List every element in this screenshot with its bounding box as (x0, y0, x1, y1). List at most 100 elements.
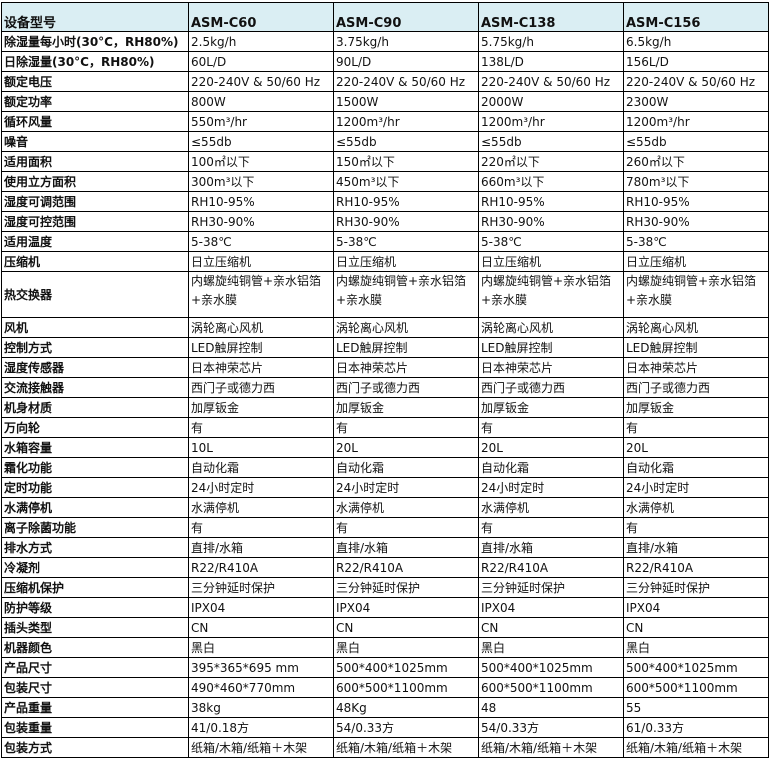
cell-value: 220-240V & 50/60 Hz (478, 71, 624, 92)
table-row: 压缩机 日立压缩机 日立压缩机 日立压缩机 日立压缩机 (1, 251, 769, 272)
table-row: 包装重量 41/0.18方 54/0.33方 54/0.33方 61/0.33方 (1, 717, 769, 738)
row-label: 机身材质 (1, 397, 189, 418)
row-label: 湿度可调范围 (1, 191, 189, 212)
cell-value: 有 (333, 417, 479, 438)
cell-value: 3.75kg/h (333, 31, 479, 52)
cell-value: 水满停机 (333, 497, 479, 518)
cell-value: 38kg (188, 697, 334, 718)
table-row: 包装尺寸 490*460*770mm 600*500*1100mm 600*500*1… (1, 677, 769, 698)
table-row: 水箱容量 10L 20L 20L 20L (1, 437, 769, 458)
cell-value: IPX04 (188, 597, 334, 618)
cell-value: 西门子或德力西 (623, 377, 769, 398)
cell-value: RH10-95% (188, 191, 334, 212)
cell-value: 54/0.33方 (478, 717, 624, 738)
cell-value: 日本神荣芯片 (478, 357, 624, 378)
row-label: 包装重量 (1, 717, 189, 738)
row-label: 压缩机保护 (1, 577, 189, 598)
table-row: 控制方式 LED触屏控制 LED触屏控制 LED触屏控制 LED触屏控制 (1, 337, 769, 358)
cell-value: 10L (188, 437, 334, 458)
table-row: 机器颜色 黑白 黑白 黑白 黑白 (1, 637, 769, 658)
row-label: 离子除菌功能 (1, 517, 189, 538)
cell-value: R22/R410A (333, 557, 479, 578)
header-row: 设备型号 ASM-C60 ASM-C90 ASM-C138 ASM-C156 (1, 2, 769, 32)
row-label: 热交换器 (1, 271, 189, 318)
cell-value: 20L (478, 437, 624, 458)
cell-value: 内螺旋纯铜管+亲水铝箔+亲水膜 (333, 271, 479, 318)
cell-value: ≤55db (333, 131, 479, 152)
cell-value: LED触屏控制 (623, 337, 769, 358)
row-label: 适用面积 (1, 151, 189, 172)
cell-value: 300m³以下 (188, 171, 334, 192)
cell-value: 内螺旋纯铜管+亲水铝箔+亲水膜 (478, 271, 624, 318)
cell-value: 100㎡以下 (188, 151, 334, 172)
cell-value: IPX04 (478, 597, 624, 618)
cell-value: 90L/D (333, 51, 479, 72)
row-label: 插头类型 (1, 617, 189, 638)
row-label: 风机 (1, 317, 189, 338)
cell-value: 48 (478, 697, 624, 718)
cell-value: 西门子或德力西 (478, 377, 624, 398)
cell-value: 600*500*1100mm (478, 677, 624, 698)
cell-value: IPX04 (623, 597, 769, 618)
table-row: 插头类型 CN CN CN CN (1, 617, 769, 638)
row-label: 定时功能 (1, 477, 189, 498)
cell-value: 内螺旋纯铜管+亲水铝箔+亲水膜 (623, 271, 769, 318)
table-row: 循环风量 550m³/hr 1200m³/hr 1200m³/hr 1200m³/hr (1, 111, 769, 132)
cell-value: 涡轮离心风机 (478, 317, 624, 338)
cell-value: 55 (623, 697, 769, 718)
cell-value: 220-240V & 50/60 Hz (623, 71, 769, 92)
cell-value: 自动化霜 (623, 457, 769, 478)
cell-value: R22/R410A (478, 557, 624, 578)
cell-value: 2300W (623, 91, 769, 112)
cell-value: 48Kg (333, 697, 479, 718)
cell-value: ASM-C156 (623, 2, 769, 32)
cell-value: R22/R410A (188, 557, 334, 578)
cell-value: 1200m³/hr (333, 111, 479, 132)
cell-value: 24小时定时 (478, 477, 624, 498)
cell-value: 5-38℃ (623, 231, 769, 252)
cell-value: 220㎡以下 (478, 151, 624, 172)
cell-value: 日立压缩机 (333, 251, 479, 272)
cell-value: 20L (333, 437, 479, 458)
cell-value: 450m³以下 (333, 171, 479, 192)
cell-value: 水满停机 (188, 497, 334, 518)
cell-value: 24小时定时 (623, 477, 769, 498)
table-row: 额定电压 220-240V & 50/60 Hz 220-240V & 50/60 … (1, 71, 769, 92)
cell-value: 三分钟延时保护 (188, 577, 334, 598)
row-label: 噪音 (1, 131, 189, 152)
cell-value: 三分钟延时保护 (478, 577, 624, 598)
cell-value: 有 (623, 517, 769, 538)
table-row: 交流接触器 西门子或德力西 西门子或德力西 西门子或德力西 西门子或德力西 (1, 377, 769, 398)
cell-value: 24小时定时 (333, 477, 479, 498)
cell-value: 5-38℃ (478, 231, 624, 252)
cell-value: 41/0.18方 (188, 717, 334, 738)
cell-value: RH30-90% (188, 211, 334, 232)
cell-value: 660m³以下 (478, 171, 624, 192)
cell-value: R22/R410A (623, 557, 769, 578)
cell-value: RH10-95% (478, 191, 624, 212)
table-row: 包装方式 纸箱/木箱/纸箱＋木架 纸箱/木箱/纸箱＋木架 纸箱/木箱/纸箱＋木架 纸箱/… (1, 737, 769, 758)
row-label: 使用立方面积 (1, 171, 189, 192)
table-row: 离子除菌功能有有有有 (1, 517, 769, 538)
cell-value: 西门子或德力西 (333, 377, 479, 398)
row-label: 湿度可控范围 (1, 211, 189, 232)
cell-value: 260㎡以下 (623, 151, 769, 172)
cell-value: 纸箱/木箱/纸箱＋木架 (478, 737, 624, 758)
cell-value: 日立压缩机 (188, 251, 334, 272)
cell-value: 1200m³/hr (623, 111, 769, 132)
table-row: 水满停机 水满停机 水满停机 水满停机 水满停机 (1, 497, 769, 518)
cell-value: 纸箱/木箱/纸箱＋木架 (333, 737, 479, 758)
cell-value: 1500W (333, 91, 479, 112)
row-label: 产品尺寸 (1, 657, 189, 678)
cell-value: 5.75kg/h (478, 31, 624, 52)
table-row: 噪音 ≤55db ≤55db ≤55db ≤55db (1, 131, 769, 152)
table-row: 压缩机保护 三分钟延时保护 三分钟延时保护 三分钟延时保护 三分钟延时保护 (1, 577, 769, 598)
cell-value: 有 (333, 517, 479, 538)
row-label: 万向轮 (1, 417, 189, 438)
cell-value: CN (623, 617, 769, 638)
row-label: 冷凝剂 (1, 557, 189, 578)
cell-value: 直排/水箱 (188, 537, 334, 558)
cell-value: 黑白 (623, 637, 769, 658)
cell-value: 日立压缩机 (623, 251, 769, 272)
row-label: 防护等级 (1, 597, 189, 618)
